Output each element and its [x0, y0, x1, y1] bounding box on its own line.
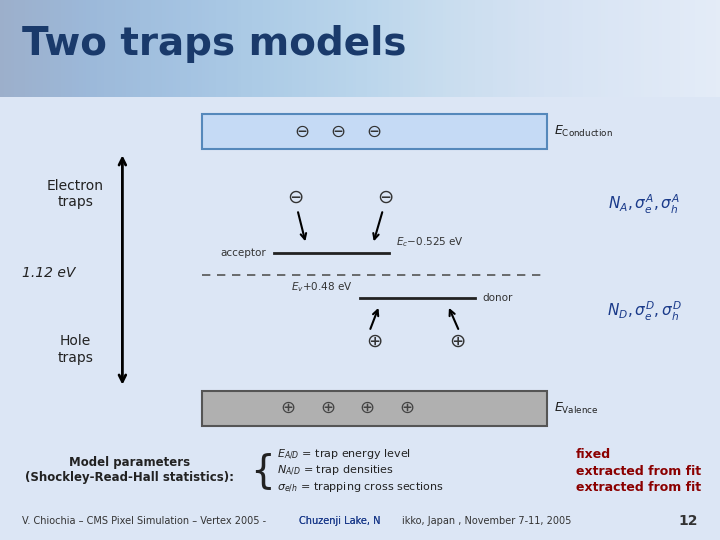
Text: ⊖: ⊖	[366, 123, 382, 141]
Text: 12: 12	[679, 514, 698, 528]
Text: ikko, Japan , November 7-11, 2005: ikko, Japan , November 7-11, 2005	[402, 516, 571, 526]
Text: ⊖: ⊖	[294, 123, 310, 141]
Text: Hole
traps: Hole traps	[58, 334, 94, 364]
Text: $N_{A/D}$ = trap densities: $N_{A/D}$ = trap densities	[277, 464, 394, 478]
Text: $E_c$$-$0.525 eV: $E_c$$-$0.525 eV	[396, 235, 464, 248]
Text: extracted from fit: extracted from fit	[576, 465, 701, 478]
Text: fixed: fixed	[576, 448, 611, 461]
Text: ⊖: ⊖	[287, 188, 303, 207]
Text: $E_\mathrm{Valence}$: $E_\mathrm{Valence}$	[554, 401, 599, 416]
Text: ⊖: ⊖	[377, 188, 393, 207]
Text: ⊕: ⊕	[359, 399, 375, 417]
Text: Model parameters
(Shockley-Read-Hall statistics):: Model parameters (Shockley-Read-Hall sta…	[25, 456, 234, 483]
Bar	[202, 114, 547, 149]
Text: ⊖: ⊖	[330, 123, 346, 141]
Text: ⊕: ⊕	[366, 332, 382, 350]
Text: Two traps models: Two traps models	[22, 25, 406, 63]
Text: extracted from fit: extracted from fit	[576, 482, 701, 495]
Text: donor: donor	[482, 293, 513, 302]
Text: $E_v$$+$0.48 eV: $E_v$$+$0.48 eV	[291, 280, 353, 294]
Text: acceptor: acceptor	[220, 248, 266, 258]
Text: $\sigma_{e/h}$ = trapping cross sections: $\sigma_{e/h}$ = trapping cross sections	[277, 481, 444, 495]
Text: $N_D, \sigma_e^D, \sigma_h^D$: $N_D, \sigma_e^D, \sigma_h^D$	[607, 300, 682, 323]
Text: Chuzenji Lake, N: Chuzenji Lake, N	[299, 516, 380, 526]
Text: $E_{A/D}$ = trap energy level: $E_{A/D}$ = trap energy level	[277, 448, 411, 462]
Text: 1.12 eV: 1.12 eV	[22, 266, 76, 280]
Text: ⊕: ⊕	[320, 399, 336, 417]
Text: Electron
traps: Electron traps	[47, 179, 104, 209]
Bar	[202, 391, 547, 426]
Text: ⊕: ⊕	[399, 399, 415, 417]
Text: ⊕: ⊕	[280, 399, 296, 417]
Text: $N_A, \sigma_e^A, \sigma_h^A$: $N_A, \sigma_e^A, \sigma_h^A$	[608, 193, 680, 216]
Text: {: {	[251, 453, 275, 490]
Text: ⊕: ⊕	[449, 332, 465, 350]
Text: $E_\mathrm{Conduction}$: $E_\mathrm{Conduction}$	[554, 124, 613, 139]
Text: Chuzenji Lake, N: Chuzenji Lake, N	[299, 516, 380, 526]
Text: V. Chiochia – CMS Pixel Simulation – Vertex 2005 -: V. Chiochia – CMS Pixel Simulation – Ver…	[22, 516, 269, 526]
